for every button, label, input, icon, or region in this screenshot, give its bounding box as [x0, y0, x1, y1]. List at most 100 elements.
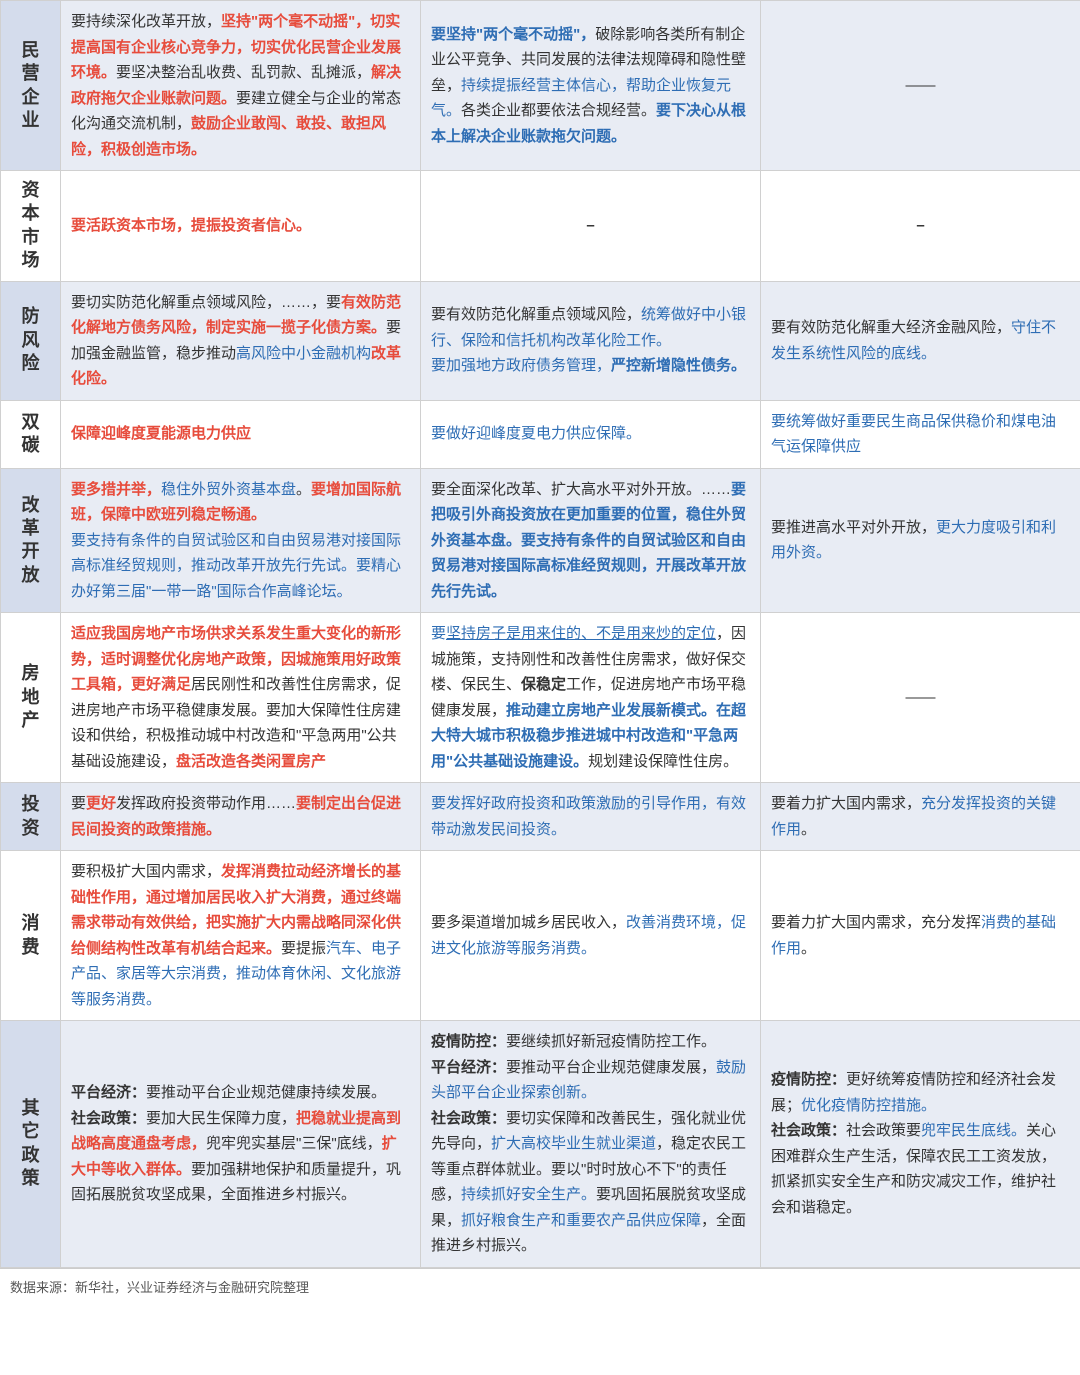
text-segment: 。	[801, 821, 816, 838]
text-segment: ——	[906, 689, 936, 706]
cell: 要统筹做好重要民生商品保供稳价和煤电油气运保障供应	[761, 400, 1080, 468]
table-row: 消费要积极扩大国内需求，发挥消费拉动经济增长的基础性作用，通过增加居民收入扩大消…	[1, 851, 1080, 1021]
table-row: 民营企业要持续深化改革开放，坚持"两个毫不动摇"，切实提高国有企业核心竞争力，切…	[1, 1, 1080, 171]
text-segment: 兜牢民生底线。	[921, 1122, 1026, 1139]
cell: 要积极扩大国内需求，发挥消费拉动经济增长的基础性作用，通过增加居民收入扩大消费，…	[61, 851, 421, 1021]
text-segment: 要活跃资本市场，提振投资者信心。	[71, 217, 311, 234]
cell: 要有效防范化解重大经济金融风险，守住不发生系统性风险的底线。	[761, 281, 1080, 400]
text-segment: 平台经济：	[71, 1084, 146, 1101]
text-segment: 要把吸引外商投资放在更加重要的位置，稳住外贸外资基本盘。要支持有条件的自贸试验区…	[431, 481, 746, 600]
cell: 要发挥好政府投资和政策激励的引导作用，有效带动激发民间投资。	[421, 783, 761, 851]
cell: 要坚持房子是用来住的、不是用来炒的定位，因城施策，支持刚性和改善性住房需求，做好…	[421, 613, 761, 783]
text-segment: 发挥政府投资带动作用……	[116, 795, 296, 812]
cell: ——	[761, 613, 1080, 783]
cell: 要做好迎峰度夏电力供应保障。	[421, 400, 761, 468]
text-segment: 兜牢兜实基层"三保"底线，	[206, 1135, 382, 1152]
text-segment: 更好	[86, 795, 116, 812]
text-segment: 要有效防范化解重大经济金融风险，	[771, 319, 1011, 336]
text-segment: –	[916, 217, 924, 234]
text-segment: 社会政策：	[771, 1122, 846, 1139]
cell: 要全面深化改革、扩大高水平对外开放。……要把吸引外商投资放在更加重要的位置，稳住…	[421, 468, 761, 613]
text-segment: 严控新增隐性债务。	[611, 357, 746, 374]
text-segment: 要多渠道增加城乡居民收入，	[431, 914, 626, 931]
cell: 要多措并举，稳住外贸外资基本盘。要增加国际航班，保障中欧班列稳定畅通。要支持有条…	[61, 468, 421, 613]
row-label: 投资	[1, 783, 61, 851]
cell: –	[421, 171, 761, 282]
cell: 要有效防范化解重点领域风险，统筹做好中小银行、保险和信托机构改革化险工作。要加强…	[421, 281, 761, 400]
text-segment: 要坚持"两个毫不动摇"，	[431, 26, 595, 43]
table-row: 房地产适应我国房地产市场供求关系发生重大变化的新形势，适时调整优化房地产政策，因…	[1, 613, 1080, 783]
text-segment: 要发挥好政府	[431, 795, 521, 812]
text-segment: 要有效防范化解重点领域风险，	[431, 306, 641, 323]
row-label: 房地产	[1, 613, 61, 783]
table-row: 防风险要切实防范化解重点领域风险，……，要有效防范化解地方债务风险，制定实施一揽…	[1, 281, 1080, 400]
text-segment: 扩大高校毕业生就业渠道	[491, 1135, 656, 1152]
table-row: 投资要更好发挥政府投资带动作用……要制定出台促进民间投资的政策措施。要发挥好政府…	[1, 783, 1080, 851]
text-segment: 要	[71, 795, 86, 812]
text-segment: 要着力扩大国内需求，充分发挥	[771, 914, 981, 931]
text-segment: 平台经济：	[431, 1059, 506, 1076]
row-label: 其它政策	[1, 1021, 61, 1268]
table-row: 双碳保障迎峰度夏能源电力供应 要做好迎峰度夏电力供应保障。 要统筹做好重要民生商品保…	[1, 400, 1080, 468]
cell: 平台经济：要推动平台企业规范健康持续发展。社会政策：要加大民生保障力度，把稳就业…	[61, 1021, 421, 1268]
text-segment: 要着力扩大国内需求，	[771, 795, 921, 812]
cell: 要推进高水平对外开放，更大力度吸引和利用外资。	[761, 468, 1080, 613]
table-row: 其它政策平台经济：要推动平台企业规范健康持续发展。社会政策：要加大民生保障力度，…	[1, 1021, 1080, 1268]
text-segment: 要加强地方政府债务管理，	[431, 357, 611, 374]
data-source-footer: 数据来源：新华社，兴业证券经济与金融研究院整理	[0, 1268, 1080, 1304]
text-segment: 抓好粮食生产和重要农产品供应保障	[461, 1212, 701, 1229]
text-segment: 要坚决整治乱收费、乱罚款、乱摊派，	[116, 64, 371, 81]
text-segment: 各类企业都要依法合规经营。	[461, 102, 656, 119]
text-segment: 要统筹做好重要民生商品保供稳价和煤电油气运保障供应	[771, 413, 1056, 456]
text-segment: 社会政策：	[71, 1110, 146, 1127]
text-segment: –	[586, 217, 594, 234]
text-segment: 持续抓好安全生产。	[461, 1186, 596, 1203]
cell: 适应我国房地产市场供求关系发生重大变化的新形势，适时调整优化房地产政策，因城施策…	[61, 613, 421, 783]
cell: 要持续深化改革开放，坚持"两个毫不动摇"，切实提高国有企业核心竞争力，切实优化民…	[61, 1, 421, 171]
row-label: 双碳	[1, 400, 61, 468]
text-segment: 社会政策要	[846, 1122, 921, 1139]
text-segment: 疫情防控：	[771, 1071, 846, 1088]
text-segment: 稳住外贸外资基本盘	[161, 481, 296, 498]
text-segment: 要多措并举，	[71, 481, 161, 498]
cell: 要着力扩大国内需求，充分发挥消费的基础作用。	[761, 851, 1080, 1021]
cell: 疫情防控：更好统筹疫情防控和经济社会发展；优化疫情防控措施。社会政策：社会政策要…	[761, 1021, 1080, 1268]
text-segment: 要提振	[281, 940, 326, 957]
text-segment: 优化疫情防控措施。	[801, 1097, 936, 1114]
cell: 要活跃资本市场，提振投资者信心。	[61, 171, 421, 282]
text-segment: 高风险中小金融机构	[236, 345, 371, 362]
cell: ——	[761, 1, 1080, 171]
text-segment: 要推动平台企业规范健康发展，	[506, 1059, 716, 1076]
table-row: 资本市场要活跃资本市场，提振投资者信心。 – –	[1, 171, 1080, 282]
row-label: 资本市场	[1, 171, 61, 282]
text-segment: 盘活改造各类闲置房产	[176, 753, 326, 770]
text-segment: 保障迎峰度夏能源电力供应	[71, 425, 251, 442]
row-label: 防风险	[1, 281, 61, 400]
text-segment: 要切实防范化解重点领域风险，……，要	[71, 294, 341, 311]
cell: –	[761, 171, 1080, 282]
text-segment: 保稳定	[521, 676, 566, 693]
table-row: 改革开放要多措并举，稳住外贸外资基本盘。要增加国际航班，保障中欧班列稳定畅通。要…	[1, 468, 1080, 613]
text-segment: 要加大民生保障力度，	[146, 1110, 296, 1127]
cell: 要着力扩大国内需求，充分发挥投资的关键作用。	[761, 783, 1080, 851]
cell: 要坚持"两个毫不动摇"，破除影响各类所有制企业公平竞争、共同发展的法律法规障碍和…	[421, 1, 761, 171]
text-segment: 。	[801, 940, 816, 957]
text-segment: 要推进高水平对外开放，	[771, 519, 936, 536]
text-segment: 要	[431, 625, 446, 642]
text-segment: 坚持房子是用来住的、不是用来炒的定位	[446, 625, 716, 642]
text-segment: 。	[296, 481, 311, 498]
row-label: 改革开放	[1, 468, 61, 613]
cell: 要更好发挥政府投资带动作用……要制定出台促进民间投资的政策措施。	[61, 783, 421, 851]
text-segment: ——	[906, 77, 936, 94]
policy-table: 民营企业要持续深化改革开放，坚持"两个毫不动摇"，切实提高国有企业核心竞争力，切…	[0, 0, 1080, 1268]
text-segment: 要做好迎峰度夏电力供应保障。	[431, 425, 641, 442]
row-label: 消费	[1, 851, 61, 1021]
text-segment: 要全面深化改革、扩大高水平对外开放。……	[431, 481, 731, 498]
cell: 要切实防范化解重点领域风险，……，要有效防范化解地方债务风险，制定实施一揽子化债…	[61, 281, 421, 400]
text-segment: 社会政策：	[431, 1110, 506, 1127]
text-segment: 要支持有条件的自贸试验区和自由贸易港对接国际高标准经贸规则，推动改革开放先行先试…	[71, 532, 401, 600]
row-label: 民营企业	[1, 1, 61, 171]
cell: 保障迎峰度夏能源电力供应	[61, 400, 421, 468]
cell: 要多渠道增加城乡居民收入，改善消费环境，促进文化旅游等服务消费。	[421, 851, 761, 1021]
text-segment: 要积极扩大国内需求，	[71, 863, 221, 880]
